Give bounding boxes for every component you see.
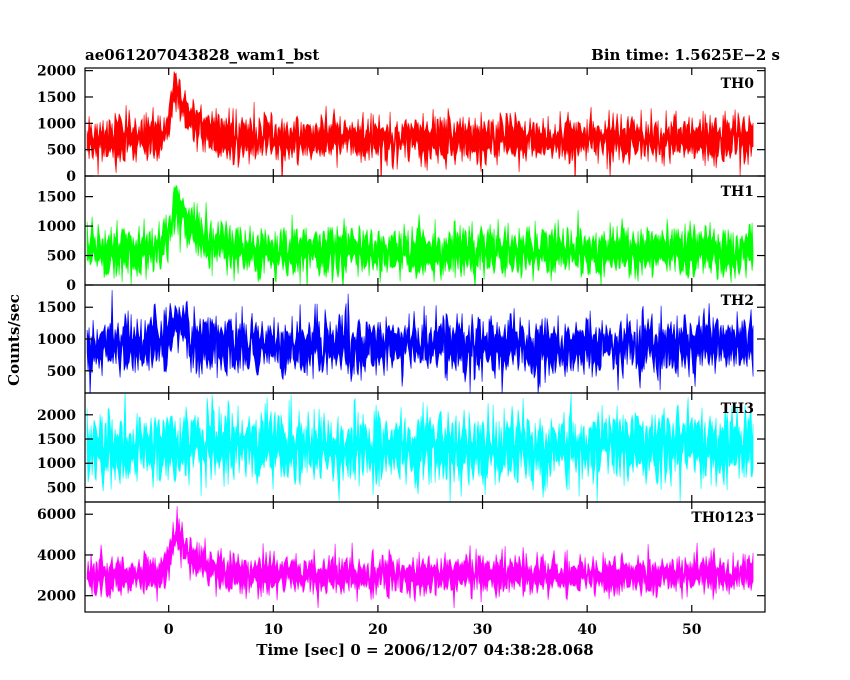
y-tick-label: 500 — [47, 480, 76, 496]
y-tick-label: 500 — [47, 249, 76, 265]
y-tick-label: 1500 — [37, 300, 76, 316]
series-th3 — [86, 393, 754, 502]
y-tick-label: 0 — [66, 169, 76, 185]
panel-frame — [84, 501, 766, 613]
y-tick-label: 1000 — [37, 332, 76, 348]
y-tick-label: 2000 — [37, 589, 76, 605]
x-tick-label: 20 — [368, 622, 388, 638]
panel-th3: 500 1000 1500 2000 TH3 — [37, 392, 766, 503]
x-axis: 0 10 20 30 40 50 — [164, 622, 702, 638]
panel-th1: 0 500 1000 1500 TH1 — [37, 175, 766, 294]
x-tick-label: 0 — [164, 622, 174, 638]
series-th0 — [86, 71, 754, 176]
y-tick-label: 1500 — [37, 90, 76, 106]
panel-th0123: 2000 4000 6000 TH0123 — [37, 501, 766, 613]
x-tick-label: 50 — [682, 622, 702, 638]
panels-group: 0 500 1000 1500 2000 TH0 0 500 1000 1500 TH1 500 100… — [37, 64, 766, 613]
plot-title-right: Bin time: 1.5625E−2 s — [591, 46, 780, 64]
y-axis-label: Counts/sec — [5, 294, 23, 386]
series-th2 — [86, 290, 754, 393]
y-tick-label: 1000 — [37, 116, 76, 132]
panel-th2: 500 1000 1500 TH2 — [37, 284, 766, 394]
panel-th0: 0 500 1000 1500 2000 TH0 — [37, 64, 766, 185]
y-tick-label: 0 — [66, 278, 76, 294]
y-tick-label: 2000 — [37, 64, 76, 80]
panel-label: TH1 — [721, 184, 754, 200]
y-tick-label: 4000 — [37, 548, 76, 564]
x-axis-label: Time [sec] 0 = 2006/12/07 04:38:28.068 — [256, 641, 593, 659]
series-th1 — [86, 184, 754, 285]
y-tick-label: 1500 — [37, 190, 76, 206]
y-tick-label: 6000 — [37, 507, 76, 523]
y-tick-label: 1000 — [37, 219, 76, 235]
panel-label: TH3 — [721, 401, 754, 417]
y-tick-label: 1500 — [37, 432, 76, 448]
panel-label: TH0123 — [691, 510, 754, 526]
panel-label: TH0 — [721, 76, 755, 92]
x-tick-label: 40 — [577, 622, 597, 638]
y-tick-label: 1000 — [37, 456, 76, 472]
panel-label: TH2 — [721, 293, 754, 309]
plot-title-left: ae061207043828_wam1_bst — [85, 46, 319, 64]
x-tick-label: 10 — [264, 622, 284, 638]
y-tick-label: 500 — [47, 143, 76, 159]
y-tick-label: 500 — [47, 364, 76, 380]
x-tick-label: 30 — [473, 622, 493, 638]
series-th0123 — [86, 506, 754, 609]
y-tick-label: 2000 — [37, 408, 76, 424]
